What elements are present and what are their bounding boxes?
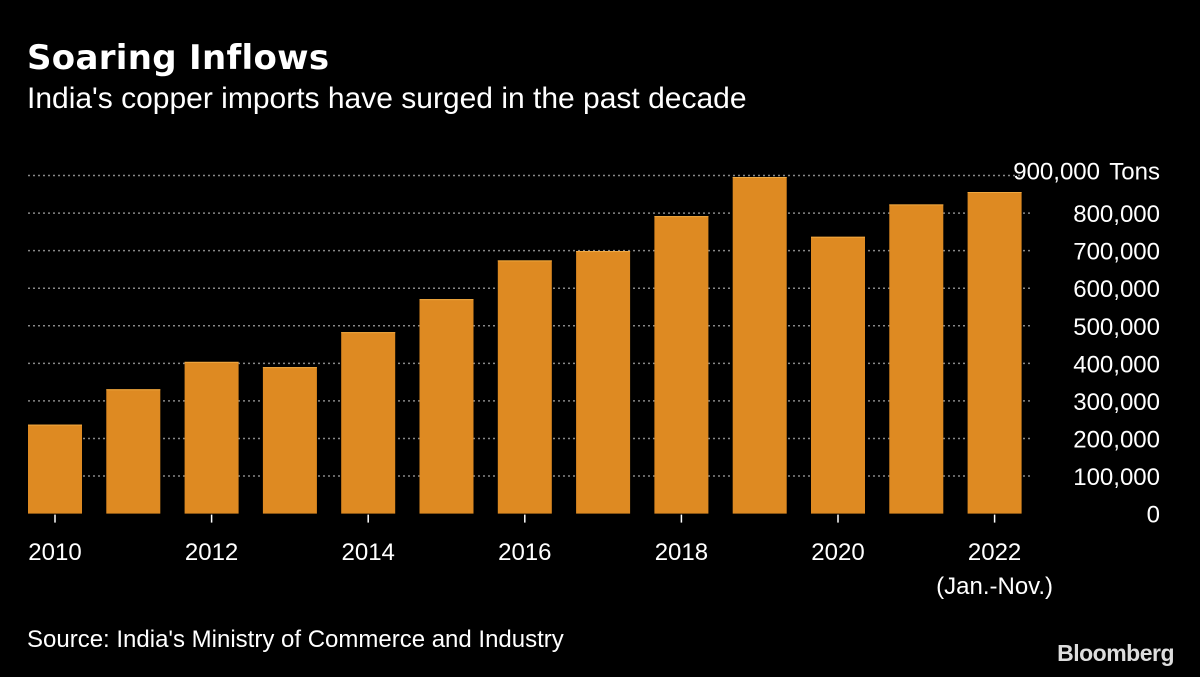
y-tick-label: 600,000	[1073, 276, 1160, 303]
y-tick-label: 500,000	[1073, 314, 1160, 341]
bar-2017	[576, 251, 631, 514]
bar-2015	[419, 299, 474, 514]
y-tick-label: 900,000	[1013, 159, 1100, 186]
y-tick-label: 100,000	[1073, 464, 1160, 491]
x-tick-label: 2010	[28, 539, 81, 566]
bar-2013	[262, 367, 317, 514]
bar-2014	[341, 332, 396, 514]
y-tick-label: 0	[1147, 502, 1160, 529]
bar-2016	[497, 260, 552, 514]
chart-title: Soaring Inflows	[27, 38, 330, 78]
x-tick-label: 2012	[185, 539, 238, 566]
bar-2019	[732, 177, 787, 514]
y-tick-label: 800,000	[1073, 201, 1160, 228]
y-tick-label: 300,000	[1073, 389, 1160, 416]
x-tick-label: 2018	[655, 539, 708, 566]
y-tick-label: 700,000	[1073, 239, 1160, 266]
bloomberg-logo: Bloomberg	[1057, 640, 1174, 666]
bar-2021	[889, 204, 944, 514]
chart-subtitle: India's copper imports have surged in th…	[27, 82, 747, 115]
y-tick-label: 200,000	[1073, 426, 1160, 453]
bar-2012	[184, 361, 239, 514]
x-tick-label: 2022	[968, 539, 1021, 566]
x-tick-note: (Jan.-Nov.)	[936, 573, 1053, 600]
x-tick-label: 2016	[498, 539, 551, 566]
bar-2011	[106, 389, 161, 514]
bar-2022	[967, 192, 1022, 514]
source-note: Source: India's Ministry of Commerce and…	[27, 626, 564, 653]
y-tick-label: 400,000	[1073, 351, 1160, 378]
y-unit-label: Tons	[1109, 159, 1160, 186]
x-tick-label: 2014	[342, 539, 395, 566]
bar-2020	[811, 236, 865, 514]
x-tick-label: 2020	[811, 539, 864, 566]
bar-2010	[28, 424, 82, 514]
bar-2018	[654, 216, 709, 514]
